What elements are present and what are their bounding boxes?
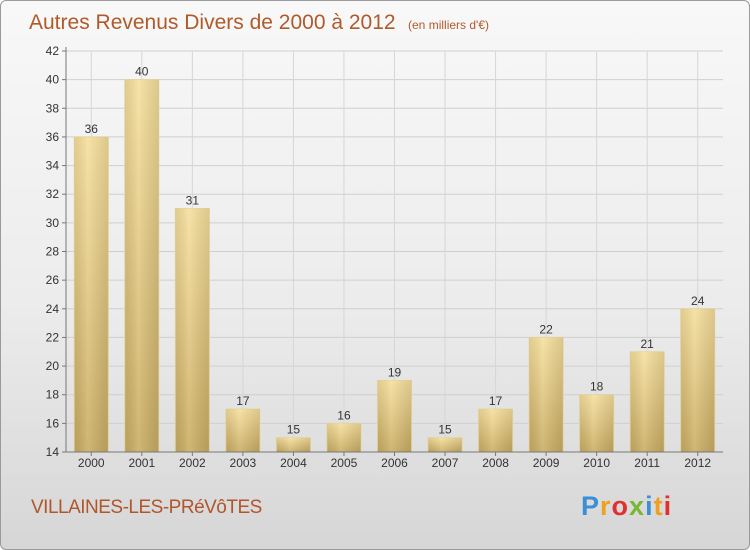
proxiti-logo[interactable]: Proxiti (581, 491, 672, 522)
x-tick-label: 2004 (280, 456, 307, 470)
y-tick-label: 38 (46, 101, 60, 115)
logo-letter: t (653, 491, 664, 521)
bar-value-label: 24 (691, 294, 705, 308)
bar-value-label: 19 (388, 365, 402, 379)
y-tick-label: 28 (46, 245, 60, 259)
y-tick-label: 30 (46, 216, 60, 230)
y-tick-label: 34 (46, 159, 60, 173)
commune-name: VILLAINES-LES-PRéVôTES (31, 497, 262, 518)
bar-value-label: 17 (236, 394, 250, 408)
bar-shading (680, 308, 715, 452)
x-tick-label: 2012 (684, 456, 711, 470)
y-tick-label: 18 (46, 388, 60, 402)
logo-letter: P (581, 491, 601, 521)
x-tick-label: 2001 (128, 456, 155, 470)
x-tick-label: 2000 (78, 456, 105, 470)
bar-shading (529, 337, 564, 452)
bar-shading (276, 437, 311, 452)
logo-letter: i (663, 491, 673, 521)
bar-shading (74, 136, 109, 452)
bar-shading (225, 409, 260, 452)
y-tick-label: 20 (46, 359, 60, 373)
y-tick-label: 32 (46, 187, 60, 201)
bar-shading (478, 409, 513, 452)
x-tick-label: 2010 (583, 456, 610, 470)
y-tick-label: 42 (46, 44, 60, 58)
bar-value-label: 36 (85, 122, 99, 136)
y-tick-label: 16 (46, 416, 60, 430)
bar-value-label: 16 (337, 408, 351, 422)
x-tick-label: 2003 (230, 456, 257, 470)
bar-shading (326, 423, 361, 452)
x-tick-label: 2008 (482, 456, 509, 470)
logo-letter: x (629, 491, 646, 521)
title-line: Autres Revenus Divers de 2000 à 2012 (en… (29, 11, 489, 35)
bar-shading (630, 351, 665, 452)
bar-value-label: 22 (539, 322, 553, 336)
bar-value-label: 15 (287, 423, 301, 437)
bars-layer: 36 40 31 17 15 16 19 15 17 22 18 21 24 (73, 65, 716, 453)
bar-value-label: 21 (641, 337, 655, 351)
chart-subtitle: (en milliers d'€) (408, 18, 489, 32)
x-tick-label: 2009 (533, 456, 560, 470)
x-tick-label: 2007 (432, 456, 459, 470)
bar-value-label: 15 (438, 423, 452, 437)
bar-value-label: 31 (186, 194, 200, 208)
x-tick-label: 2011 (634, 456, 660, 470)
x-tick-label: 2005 (331, 456, 358, 470)
bar-value-label: 18 (590, 380, 604, 394)
bar-shading (175, 208, 210, 452)
bar-shading (579, 394, 614, 452)
y-tick-label: 26 (46, 273, 60, 287)
bar-shading (428, 437, 463, 452)
x-tick-label: 2002 (179, 456, 206, 470)
logo-letter: r (600, 491, 612, 521)
bar-shading (377, 380, 412, 452)
x-tick-label: 2006 (381, 456, 408, 470)
chart-title: Autres Revenus Divers de 2000 à 2012 (29, 11, 396, 34)
y-tick-label: 14 (46, 445, 60, 459)
y-tick-label: 36 (46, 130, 60, 144)
bar-shading (124, 79, 159, 453)
y-tick-label: 24 (46, 302, 60, 316)
y-tick-label: 40 (46, 73, 60, 87)
logo-letter: i (645, 491, 654, 521)
bar-value-label: 17 (489, 394, 503, 408)
logo-letter: o (611, 491, 630, 521)
axis-layer: 14 16 18 20 22 24 26 28 30 32 34 36 38 40 42 2000 2001 20… (46, 44, 723, 470)
y-tick-label: 22 (46, 330, 60, 344)
bar-value-label: 40 (135, 65, 149, 79)
